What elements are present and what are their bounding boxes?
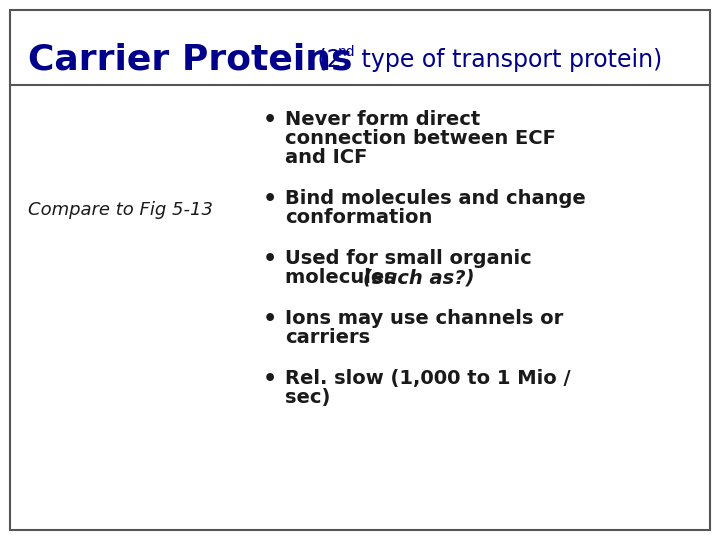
Text: carriers: carriers (285, 328, 370, 347)
Text: sec): sec) (285, 388, 330, 407)
Text: type of transport protein): type of transport protein) (354, 48, 662, 72)
Text: Bind molecules and change: Bind molecules and change (285, 189, 586, 208)
Text: Never form direct: Never form direct (285, 110, 480, 129)
Text: •: • (263, 249, 277, 269)
Text: Carrier Proteins: Carrier Proteins (28, 43, 353, 77)
Text: •: • (263, 110, 277, 130)
Text: Ions may use channels or: Ions may use channels or (285, 309, 563, 328)
Text: and ICF: and ICF (285, 148, 367, 167)
Text: Used for small organic: Used for small organic (285, 249, 532, 268)
Text: connection between ECF: connection between ECF (285, 129, 556, 148)
Text: •: • (263, 189, 277, 209)
Text: molecules: molecules (285, 268, 402, 287)
Text: (such as?): (such as?) (363, 268, 474, 287)
Text: (2: (2 (310, 48, 341, 72)
Text: •: • (263, 309, 277, 329)
Text: nd: nd (338, 45, 356, 59)
FancyBboxPatch shape (10, 10, 710, 530)
Text: •: • (263, 369, 277, 389)
Text: Rel. slow (1,000 to 1 Mio /: Rel. slow (1,000 to 1 Mio / (285, 369, 571, 388)
Text: conformation: conformation (285, 208, 433, 227)
Text: Compare to Fig 5-13: Compare to Fig 5-13 (28, 201, 213, 219)
